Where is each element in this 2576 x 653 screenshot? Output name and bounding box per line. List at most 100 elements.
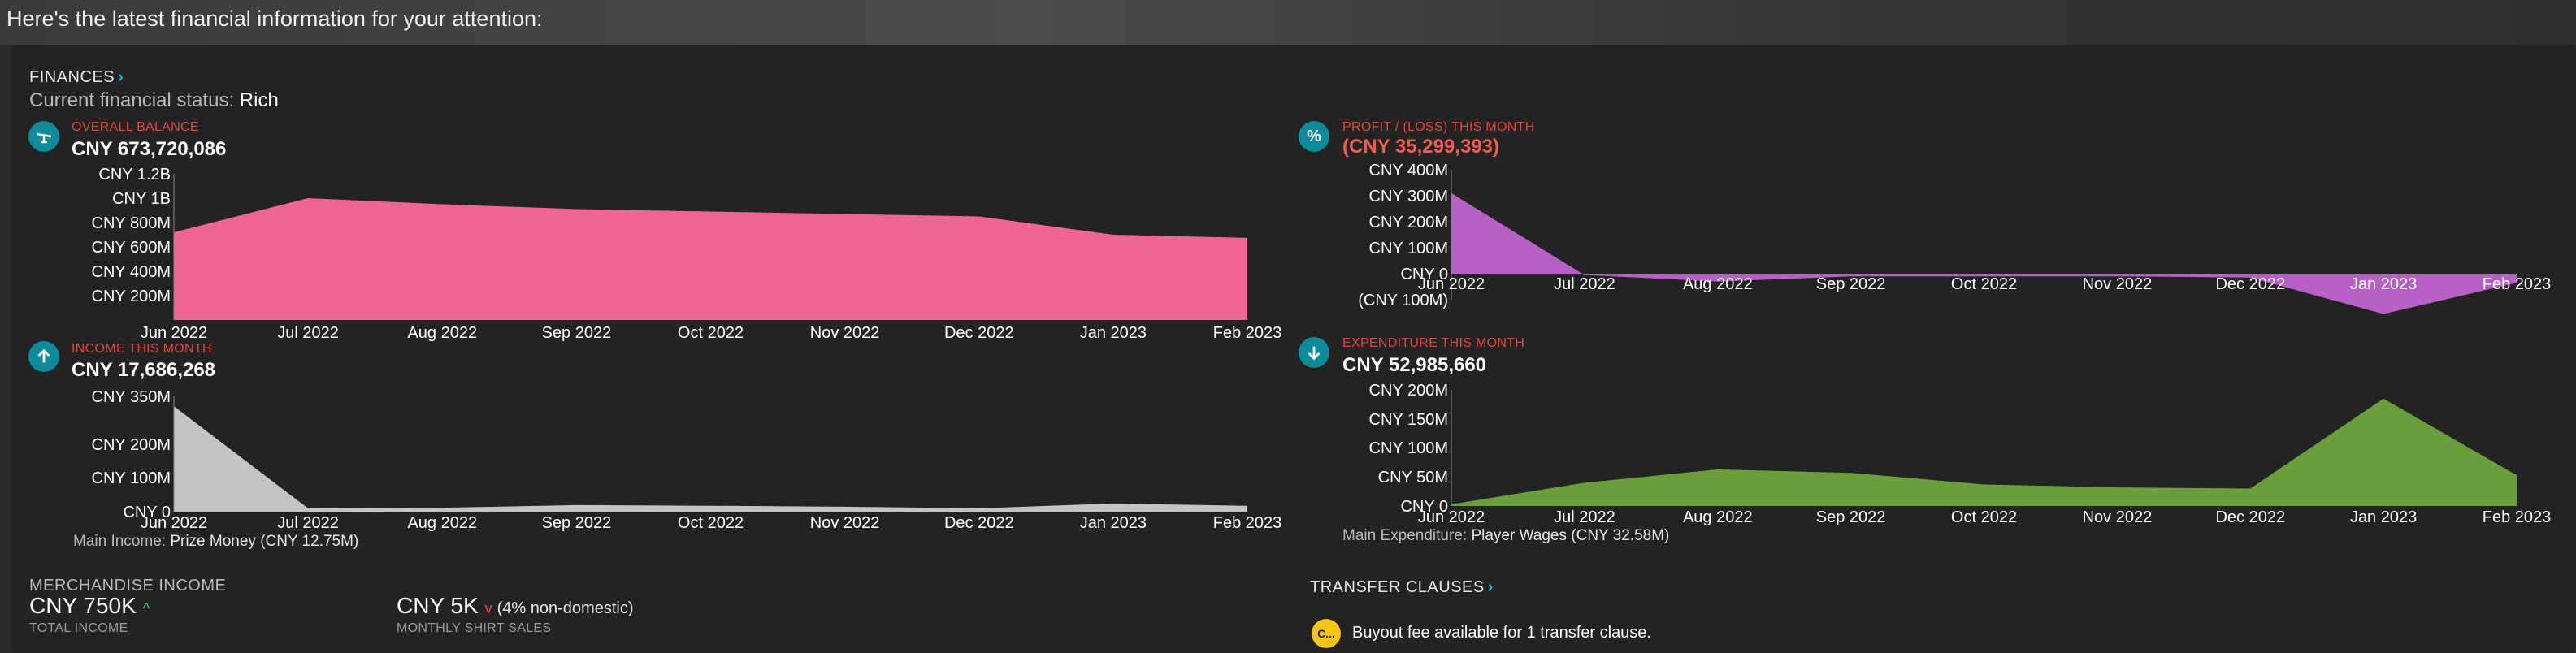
profit-y-tick-label: CNY 200M <box>1369 214 1448 231</box>
expenditure-x-tick-label: Jul 2022 <box>1554 508 1615 526</box>
main-income: Main Income: Prize Money (CNY 12.75M) <box>73 533 358 551</box>
balance-x-tick-label: Jan 2023 <box>1080 324 1147 342</box>
profit-y-tick-label: (CNY 100M) <box>1358 292 1448 309</box>
main-income-value: Prize Money (CNY 12.75M) <box>170 533 359 550</box>
balance-x-tick-label: Sep 2022 <box>542 324 612 342</box>
merch-title: MERCHANDISE INCOME <box>29 577 227 595</box>
income-x-tick-label: Dec 2022 <box>944 514 1014 532</box>
balance-x-tick-label: Dec 2022 <box>944 324 1014 342</box>
income-y-tick-label: CNY 100M <box>92 469 171 487</box>
profit-x-tick-label: Nov 2022 <box>2083 275 2153 293</box>
balance-x-tick-label: Aug 2022 <box>407 324 477 342</box>
arrow-up-icon <box>28 341 59 372</box>
expenditure-x-tick-label: Nov 2022 <box>2083 508 2153 526</box>
expenditure-x-tick-label: Feb 2023 <box>2483 508 2552 526</box>
income-y-tick-label: CNY 0 <box>123 504 171 521</box>
income-x-tick-label: Oct 2022 <box>678 514 744 532</box>
profit-label: PROFIT / (LOSS) THIS MONTH <box>1342 120 1535 134</box>
balance-area <box>174 198 1247 320</box>
finances-panel <box>11 45 2576 653</box>
main-expenditure: Main Expenditure: Player Wages (CNY 32.5… <box>1342 527 1669 545</box>
financial-status: Current financial status: Rich <box>29 89 279 112</box>
status-value: Rich <box>239 89 279 111</box>
chevron-right-icon: › <box>1487 578 1494 596</box>
profit-x-tick-label: Jul 2022 <box>1554 275 1615 293</box>
income-x-tick-label: Nov 2022 <box>810 514 880 532</box>
status-label: Current financial status: <box>29 89 235 111</box>
income-y-tick-label: CNY 350M <box>92 388 171 406</box>
shirt-sales: CNY 5K v (4% non-domestic) <box>397 593 633 619</box>
profit-x-tick-label: Oct 2022 <box>1951 275 2017 293</box>
balance-y-tick-label: CNY 1.2B <box>98 166 171 184</box>
expenditure-x-tick-label: Jun 2022 <box>1418 508 1485 526</box>
income-x-tick-label: Jun 2022 <box>141 514 207 532</box>
balance-x-tick-label: Nov 2022 <box>810 324 880 342</box>
expenditure-value: CNY 52,985,660 <box>1342 354 1487 376</box>
profit-y-tick-label: CNY 300M <box>1369 188 1448 205</box>
transfer-clause-text[interactable]: Buyout fee available for 1 transfer clau… <box>1352 624 1651 642</box>
merch-total-value: CNY 750K <box>29 593 137 618</box>
balance-y-tick-label: CNY 1B <box>112 190 171 208</box>
income-x-tick-label: Jan 2023 <box>1080 514 1147 532</box>
balance-label: OVERALL BALANCE <box>72 120 199 134</box>
balance-x-tick-label: Jul 2022 <box>277 324 339 342</box>
shirt-sales-value: CNY 5K <box>397 593 479 618</box>
expenditure-x-tick-label: Dec 2022 <box>2215 508 2285 526</box>
expenditure-y-tick-label: CNY 0 <box>1400 498 1448 516</box>
profit-y-tick-label: CNY 0 <box>1400 266 1448 283</box>
profit-x-tick-label: Feb 2023 <box>2483 275 2552 293</box>
finances-link[interactable]: FINANCES › <box>29 68 124 87</box>
transfer-clauses-link[interactable]: TRANSFER CLAUSES › <box>1310 578 1494 597</box>
header-background <box>0 0 2576 45</box>
profit-x-tick-label: Jan 2023 <box>2350 275 2417 293</box>
profit-area <box>1451 192 2517 314</box>
trend-up-icon: ^ <box>142 600 150 616</box>
income-x-tick-label: Sep 2022 <box>542 514 612 532</box>
income-x-tick-label: Jul 2022 <box>277 514 339 532</box>
merch-total: CNY 750K ^ <box>29 593 150 619</box>
income-area <box>174 406 1247 512</box>
profit-y-tick-label: CNY 400M <box>1369 162 1448 179</box>
balance-y-tick-label: CNY 800M <box>92 214 171 232</box>
shirt-sales-extra: (4% non-domestic) <box>497 599 634 617</box>
income-value: CNY 17,686,268 <box>72 359 216 381</box>
expenditure-area <box>1451 398 2517 506</box>
income-x-tick-label: Aug 2022 <box>407 514 477 532</box>
balance-value: CNY 673,720,086 <box>72 138 227 160</box>
profit-x-tick-label: Sep 2022 <box>1816 275 1886 293</box>
income-label: INCOME THIS MONTH <box>72 342 212 356</box>
scale-icon <box>28 121 59 152</box>
expenditure-x-tick-label: Aug 2022 <box>1683 508 1753 526</box>
transfer-title: TRANSFER CLAUSES <box>1310 578 1485 596</box>
balance-x-tick-label: Jun 2022 <box>141 324 207 342</box>
balance-x-tick-label: Feb 2023 <box>1213 324 1282 342</box>
profit-x-tick-label: Dec 2022 <box>2215 275 2285 293</box>
expenditure-x-tick-label: Sep 2022 <box>1816 508 1886 526</box>
main-expenditure-label: Main Expenditure: <box>1342 527 1468 544</box>
balance-y-tick-label: CNY 200M <box>92 288 171 305</box>
profit-x-tick-label: Jun 2022 <box>1418 275 1485 293</box>
expenditure-x-tick-label: Jan 2023 <box>2350 508 2417 526</box>
expenditure-x-tick-label: Oct 2022 <box>1951 508 2017 526</box>
income-y-tick-label: CNY 200M <box>92 436 171 454</box>
expenditure-y-tick-label: CNY 200M <box>1369 382 1448 400</box>
balance-x-tick-label: Oct 2022 <box>678 324 744 342</box>
expenditure-label: EXPENDITURE THIS MONTH <box>1342 336 1525 350</box>
main-income-label: Main Income: <box>73 533 167 550</box>
finances-title: FINANCES <box>29 68 115 86</box>
income-x-tick-label: Feb 2023 <box>1213 514 1282 532</box>
arrow-down-icon <box>1299 337 1329 368</box>
clause-icon: C... <box>1312 619 1341 648</box>
profit-y-tick-label: CNY 100M <box>1369 240 1448 257</box>
expenditure-y-tick-label: CNY 100M <box>1369 439 1448 457</box>
percent-icon: % <box>1299 121 1329 152</box>
profit-x-tick-label: Aug 2022 <box>1683 275 1753 293</box>
expenditure-y-tick-label: CNY 150M <box>1369 411 1448 429</box>
balance-y-tick-label: CNY 600M <box>92 239 171 257</box>
shirt-sales-caption: MONTHLY SHIRT SALES <box>397 621 552 635</box>
profit-value: (CNY 35,299,393) <box>1342 136 1500 158</box>
balance-y-tick-label: CNY 400M <box>92 263 171 281</box>
chevron-right-icon: › <box>118 68 124 86</box>
intro-text: Here's the latest financial information … <box>7 6 543 31</box>
